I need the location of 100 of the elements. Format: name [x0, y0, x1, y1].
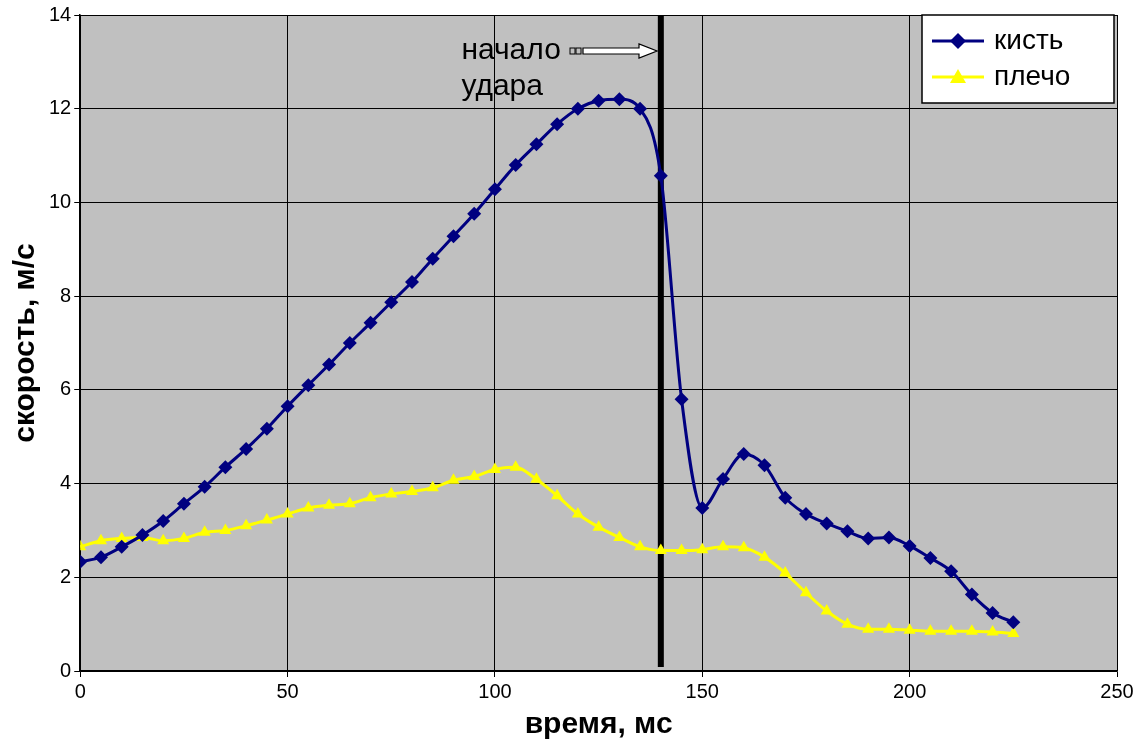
point — [301, 378, 316, 393]
point — [425, 251, 440, 266]
point — [260, 513, 273, 524]
point — [1006, 615, 1021, 630]
point — [114, 539, 129, 554]
point — [840, 524, 855, 539]
point — [757, 458, 772, 473]
y-tick-label: 0 — [60, 658, 72, 681]
point — [841, 617, 854, 628]
point — [633, 101, 648, 116]
point — [758, 550, 771, 561]
point — [923, 551, 938, 566]
point — [322, 357, 337, 372]
legend-label: кисть — [994, 23, 1064, 55]
point — [924, 624, 937, 635]
point — [965, 624, 978, 635]
point — [509, 460, 522, 471]
point — [653, 168, 668, 183]
point — [551, 488, 564, 500]
point — [986, 625, 999, 636]
y-tick-label: 14 — [49, 2, 72, 25]
y-tick-label: 12 — [49, 96, 72, 119]
point — [820, 604, 833, 615]
point — [591, 93, 606, 108]
point — [156, 514, 171, 529]
point — [612, 92, 627, 107]
point — [944, 564, 959, 579]
x-tick-label: 150 — [685, 679, 719, 702]
point — [778, 490, 793, 505]
point — [239, 441, 254, 456]
point — [571, 507, 584, 518]
point — [198, 525, 211, 536]
point — [799, 585, 813, 597]
point — [447, 473, 460, 484]
point — [882, 622, 895, 633]
point — [218, 460, 233, 475]
point — [985, 605, 1000, 620]
point — [862, 622, 875, 633]
point — [487, 182, 502, 197]
point — [364, 490, 377, 502]
point — [530, 472, 543, 483]
point — [716, 539, 730, 551]
point — [945, 624, 958, 635]
point — [219, 523, 232, 534]
point — [634, 539, 647, 551]
point — [197, 479, 212, 494]
point — [468, 469, 481, 481]
point — [157, 533, 170, 545]
x-tick-label: 200 — [892, 679, 927, 702]
y-tick-label: 2 — [60, 564, 72, 587]
point — [384, 295, 399, 310]
point — [281, 507, 294, 518]
point — [508, 157, 523, 172]
y-tick-label: 8 — [60, 283, 72, 306]
legend-label: плечо — [994, 59, 1071, 91]
point — [674, 392, 689, 407]
point — [716, 471, 731, 486]
point — [280, 399, 295, 414]
point — [259, 421, 274, 436]
point — [323, 498, 336, 509]
y-tick-label: 4 — [60, 471, 72, 494]
point — [964, 587, 979, 602]
point — [363, 315, 378, 330]
point — [176, 496, 191, 511]
point — [240, 518, 253, 530]
point — [343, 496, 356, 508]
point — [819, 516, 834, 531]
point — [302, 500, 315, 512]
point — [736, 447, 751, 462]
point — [405, 275, 420, 290]
point — [570, 101, 585, 116]
point — [779, 566, 792, 577]
point — [115, 531, 128, 542]
point — [405, 484, 419, 496]
x-axis-title: время, мс — [524, 706, 673, 740]
point — [881, 530, 896, 545]
point — [93, 550, 108, 565]
x-tick-label: 0 — [74, 679, 86, 702]
x-tick-label: 250 — [1100, 679, 1134, 702]
point — [903, 623, 916, 634]
point — [550, 117, 565, 132]
y-axis-title: скорость, м/с — [7, 243, 41, 443]
point — [695, 500, 710, 515]
point — [426, 480, 439, 492]
point — [798, 507, 813, 522]
point — [342, 336, 357, 350]
x-tick-label: 50 — [276, 679, 299, 702]
point — [696, 542, 709, 554]
point — [94, 533, 108, 545]
x-tick-label: 100 — [478, 679, 512, 702]
point — [654, 543, 667, 555]
point — [529, 137, 544, 152]
y-tick-label: 6 — [60, 377, 72, 400]
point — [737, 540, 750, 552]
point — [902, 538, 917, 553]
point — [488, 462, 502, 474]
point — [861, 531, 876, 546]
point — [467, 206, 482, 221]
point — [385, 486, 398, 498]
y-tick-label: 10 — [49, 189, 72, 212]
